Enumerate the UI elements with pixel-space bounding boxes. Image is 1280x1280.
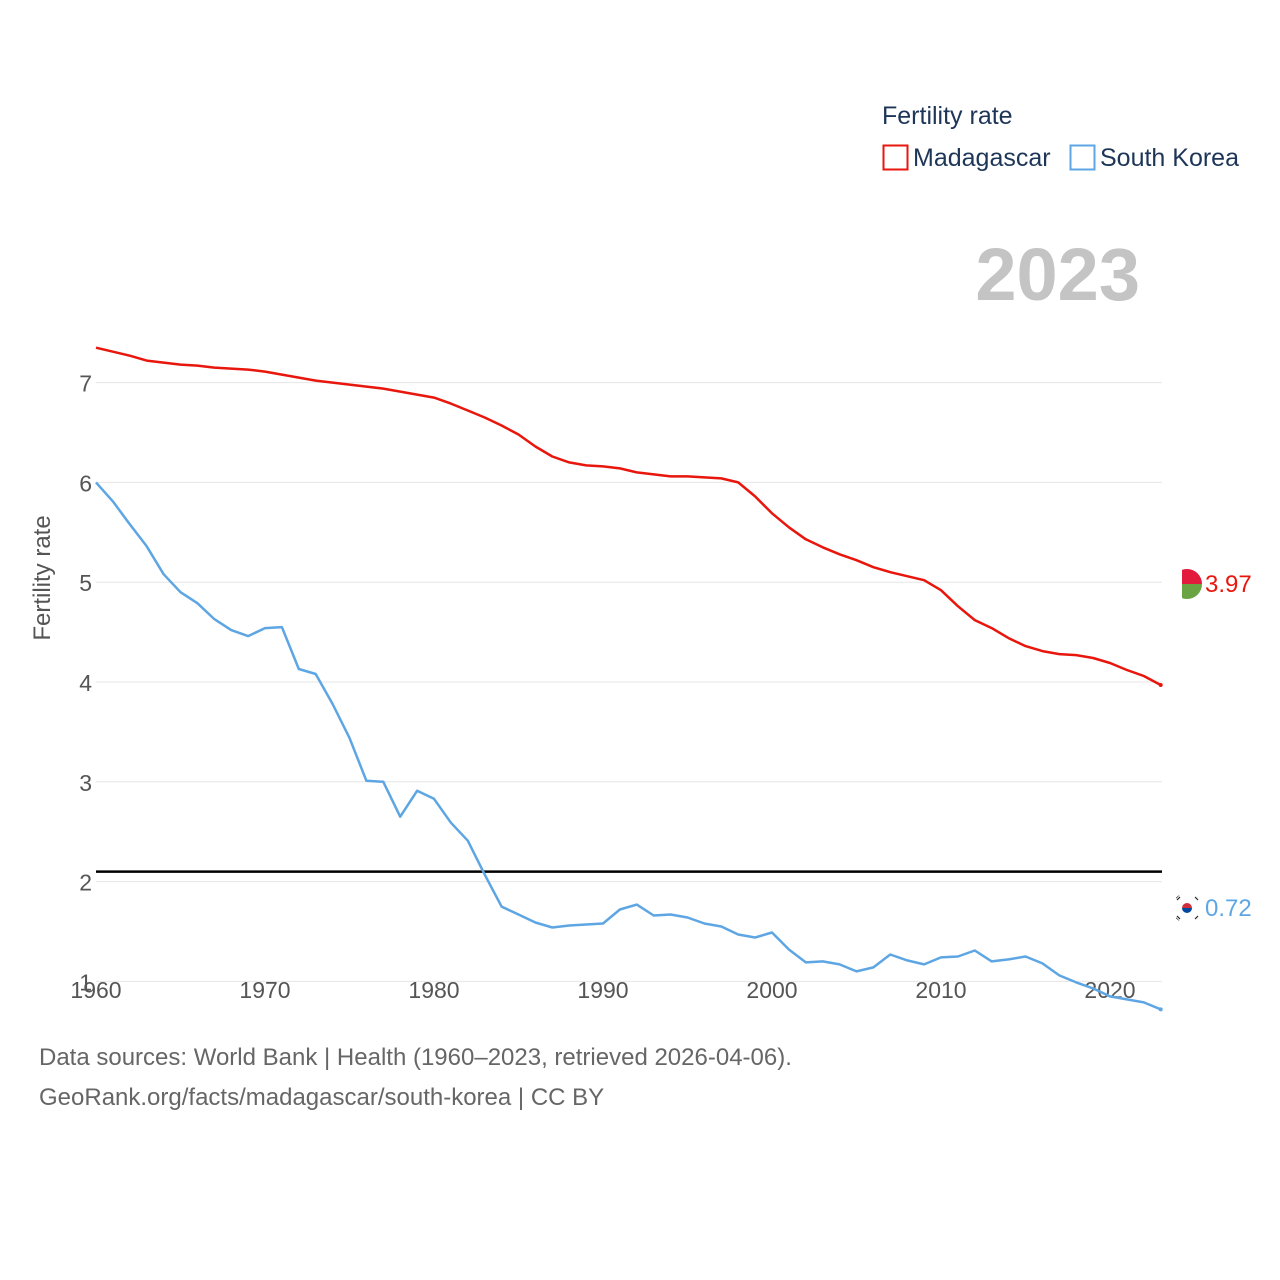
end-point-south-korea xyxy=(1158,1007,1163,1012)
data-sources-note: Data sources: World Bank | Health (1960–… xyxy=(39,1044,792,1071)
series-line-madagascar[interactable] xyxy=(95,346,1162,687)
x-tick-label-2010: 2010 xyxy=(915,977,966,1003)
x-tick-label-1970: 1970 xyxy=(239,977,290,1003)
south-korea-end-value: 0.72 xyxy=(1205,895,1252,922)
y-tick-label-5: 5 xyxy=(79,570,92,596)
legend-title: Fertility rate xyxy=(882,102,1013,130)
legend: Fertility rate Madagascar South Korea xyxy=(882,102,1239,172)
current-year-label: 2023 xyxy=(975,233,1140,316)
y-tick-label-7: 7 xyxy=(79,371,92,397)
x-tick-label-1980: 1980 xyxy=(408,977,459,1003)
legend-swatch-madagascar xyxy=(882,144,909,171)
y-tick-label-4: 4 xyxy=(79,670,92,696)
series-lines xyxy=(95,346,1162,1011)
legend-label-south-korea: South Korea xyxy=(1100,144,1239,172)
legend-label-madagascar: Madagascar xyxy=(913,144,1051,172)
series-end-markers xyxy=(1158,682,1163,1012)
madagascar-end-value: 3.97 xyxy=(1205,571,1252,598)
x-tick-label-1960: 1960 xyxy=(70,977,121,1003)
legend-swatch-south-korea xyxy=(1069,144,1096,171)
y-tick-label-3: 3 xyxy=(79,770,92,796)
series-line-south-korea[interactable] xyxy=(95,481,1162,1011)
south-korea-flag-icon xyxy=(1172,893,1202,923)
legend-item-south-korea[interactable]: South Korea xyxy=(1069,144,1240,172)
gridlines xyxy=(96,382,1162,982)
attribution-link[interactable]: GeoRank.org/facts/madagascar/south-korea… xyxy=(39,1084,605,1111)
legend-item-madagascar[interactable]: Madagascar xyxy=(882,144,1051,172)
y-tick-label-2: 2 xyxy=(79,870,92,896)
y-axis-ticks: 1 2 3 4 5 6 7 xyxy=(79,371,92,996)
madagascar-flag-icon xyxy=(1172,569,1202,599)
y-tick-label-1: 1 xyxy=(79,969,92,995)
y-axis-title: Fertility rate xyxy=(29,515,56,640)
x-tick-label-2000: 2000 xyxy=(746,977,797,1003)
end-point-madagascar xyxy=(1158,682,1163,687)
x-axis-ticks: 1960 1970 1980 1990 2000 2010 2020 xyxy=(70,977,1135,1003)
y-tick-label-6: 6 xyxy=(79,470,92,496)
x-tick-label-1990: 1990 xyxy=(577,977,628,1003)
